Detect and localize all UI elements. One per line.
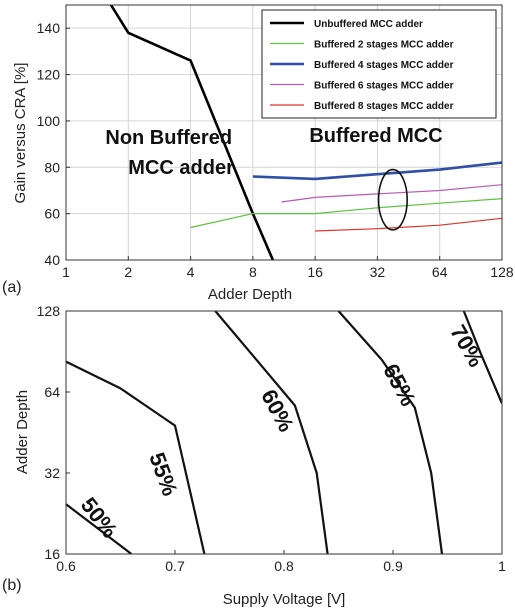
chart-b-contours: 50%55%60%65%70% (66, 311, 502, 554)
chart-a-legend: Unbuffered MCC adder Buffered 2 stages MC… (261, 9, 497, 119)
chart-b-ytick-label: 16 (44, 546, 60, 562)
chart-a-frame (65, 4, 503, 261)
chart-a-xtick-label: 16 (307, 264, 323, 280)
chart-b-xlabel: Supply Voltage [V] (223, 591, 346, 608)
chart-a-xtick-label: 8 (249, 264, 257, 280)
chart-a-xtick-label: 64 (432, 264, 448, 280)
chart-a-xlabel: Adder Depth (208, 286, 292, 303)
legend-label-1: Buffered 2 stages MCC adder (314, 40, 454, 51)
chart-b-ytick-label: 64 (44, 384, 60, 400)
chart-b-ylabel: Adder Depth (14, 390, 31, 474)
chart-b-xtick-label: 0.8 (274, 558, 294, 574)
legend-label-2: Buffered 4 stages MCC adder (314, 60, 454, 71)
chart-a-xtick-label: 1 (62, 264, 70, 280)
chart-a-ytick-label: 80 (44, 159, 60, 175)
legend-label-4: Buffered 8 stages MCC adder (314, 101, 454, 112)
contour-label-1: 55% (144, 449, 183, 499)
chart-a-annotations: Non Buffered MCC adder Buffered MCC (105, 125, 443, 231)
chart-b-xtick-label: 0.7 (165, 558, 185, 574)
chart-b-ytick-label: 128 (37, 303, 61, 319)
chart-b-ytick-label: 32 (44, 465, 60, 481)
annotation-1: MCC adder (128, 157, 234, 179)
chart-a-xtick-label: 2 (124, 264, 132, 280)
contour-line-2 (214, 311, 329, 554)
contour-line-3 (337, 311, 444, 554)
contour-line-1 (66, 360, 206, 554)
legend-label-3: Buffered 6 stages MCC adder (314, 81, 454, 92)
chart-a-ytick-label: 40 (44, 252, 60, 268)
chart-a-ytick-label: 120 (37, 67, 61, 83)
contour-label-3: 65% (378, 360, 421, 411)
annotation-ellipse (377, 168, 408, 231)
chart-b-xtick-label: 0.6 (56, 558, 76, 574)
chart-a-series (109, 5, 502, 260)
contour-line-4 (462, 311, 502, 404)
chart-a-ylabel: Gain versus CRA [%] (12, 63, 29, 204)
chart-a: Non Buffered MCC adder Buffered MCC 1 2 4 8 16… (2, 4, 514, 303)
chart-b-xtick-label: 0.9 (383, 558, 403, 574)
series-line-2 (252, 161, 502, 181)
chart-a-ticks: 1 2 4 8 16 32 64 128 40 60 80 100 120 140 (37, 20, 514, 280)
chart-b-xtick-label: 1 (498, 558, 506, 574)
chart-a-xtick-label: 4 (187, 264, 195, 280)
contour-label-4: 70% (445, 321, 489, 372)
annotation-0: Non Buffered (105, 127, 232, 149)
chart-a-panel-label: (a) (2, 279, 22, 296)
chart-b-panel-label: (b) (2, 577, 22, 594)
contour-line-0 (66, 503, 133, 554)
chart-a-xtick-label: 128 (490, 264, 514, 280)
series-line-4 (315, 217, 502, 232)
chart-a-xtick-label: 32 (370, 264, 386, 280)
chart-b-ticks: 0.6 0.7 0.8 0.9 1 16 32 64 128 (37, 303, 506, 574)
annotation-2: Buffered MCC (309, 125, 442, 147)
series-line-1 (190, 198, 502, 229)
series-line-0 (109, 5, 275, 260)
legend-label-0: Unbuffered MCC adder (314, 19, 423, 30)
chart-a-ytick-label: 100 (37, 113, 61, 129)
chart-a-ytick-label: 140 (37, 20, 61, 36)
chart-a-ytick-label: 60 (44, 206, 60, 222)
contour-label-2: 60% (256, 385, 299, 436)
series-line-3 (281, 184, 502, 203)
